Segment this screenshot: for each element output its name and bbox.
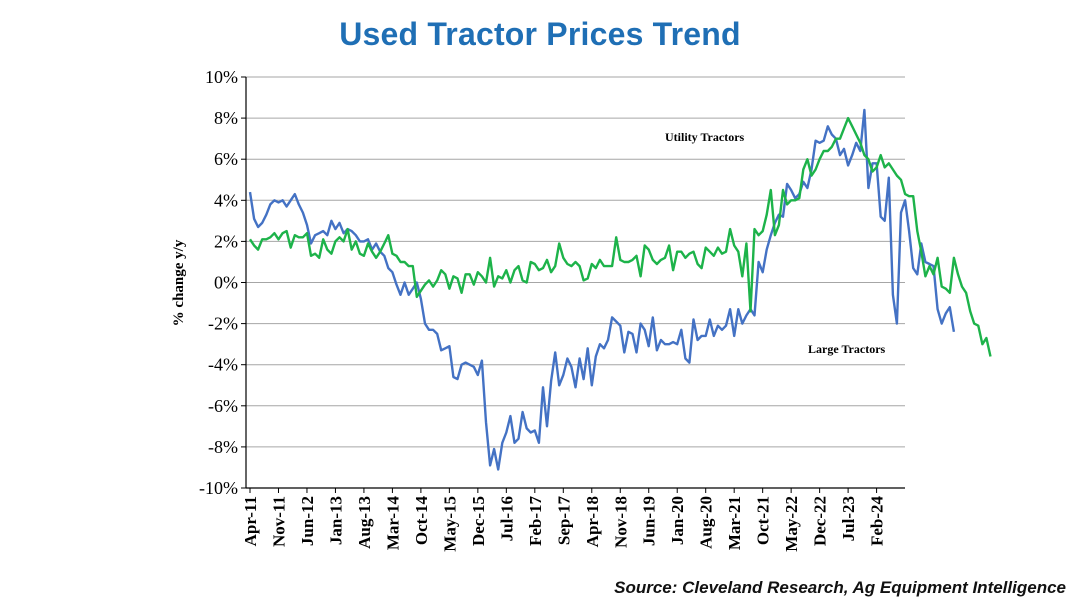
x-tick-label: Jun-12	[298, 496, 317, 546]
x-tick-label: Apr-18	[583, 496, 602, 547]
x-tick-label: Feb-24	[868, 496, 887, 547]
source-caption: Source: Cleveland Research, Ag Equipment…	[614, 578, 1066, 597]
series-lines	[248, 108, 992, 471]
y-tick-label: 0%	[214, 273, 238, 293]
x-tick-label: Jun-19	[640, 496, 659, 546]
y-axis-label: % change y/y	[171, 239, 187, 326]
series-line-utility-tractors	[248, 116, 992, 357]
series-line-large-tractors	[248, 108, 956, 471]
y-tick-label: -10%	[199, 478, 238, 498]
y-tick-label: -2%	[208, 314, 238, 334]
y-tick-label: -6%	[208, 396, 238, 416]
y-tick-label: 4%	[214, 190, 238, 210]
x-tick-label: Oct-21	[754, 496, 773, 545]
annotation-utility-tractors: Utility Tractors	[665, 130, 745, 144]
y-tick-label: 6%	[214, 149, 238, 169]
x-tick-label: May-22	[782, 496, 801, 552]
y-tick-label: 10%	[205, 67, 238, 87]
y-tick-label: -8%	[208, 437, 238, 457]
x-tick-label: Nov-18	[611, 496, 630, 548]
x-tick-label: Sep-17	[554, 496, 573, 546]
x-tick-label: Aug-13	[355, 496, 374, 549]
x-tick-label: Mar-21	[725, 496, 744, 550]
x-tick-label: Jul-16	[497, 496, 516, 541]
y-tick-label: 2%	[214, 231, 238, 251]
x-tick-label: Apr-11	[241, 496, 260, 546]
y-tick-label: -4%	[208, 355, 238, 375]
y-tick-label: 8%	[214, 108, 238, 128]
x-tick-label: Jan-13	[326, 496, 345, 545]
x-axis-ticks: Apr-11 Nov-11 Jun-12 Jan-13 Aug-13 Mar-14 Oct-…	[241, 488, 887, 552]
y-axis-ticks: 10% 8% 6% 4% 2% 0% -2% -4% -6% -8% -10%	[199, 67, 246, 498]
x-tick-label: May-15	[440, 496, 459, 552]
x-tick-label: Feb-17	[526, 496, 545, 547]
x-tick-label: Dec-22	[811, 496, 830, 546]
x-tick-label: Jan-20	[668, 496, 687, 545]
annotation-large-tractors: Large Tractors	[808, 342, 886, 356]
x-tick-label: Aug-20	[697, 496, 716, 549]
x-tick-label: Oct-14	[412, 496, 431, 546]
chart-title: Used Tractor Prices Trend	[339, 16, 741, 52]
x-tick-label: Dec-15	[469, 496, 488, 546]
x-tick-label: Nov-11	[269, 496, 288, 547]
x-tick-label: Jul-23	[839, 496, 858, 541]
gridlines	[246, 76, 905, 489]
axes	[245, 77, 905, 489]
x-tick-label: Mar-14	[383, 496, 402, 551]
